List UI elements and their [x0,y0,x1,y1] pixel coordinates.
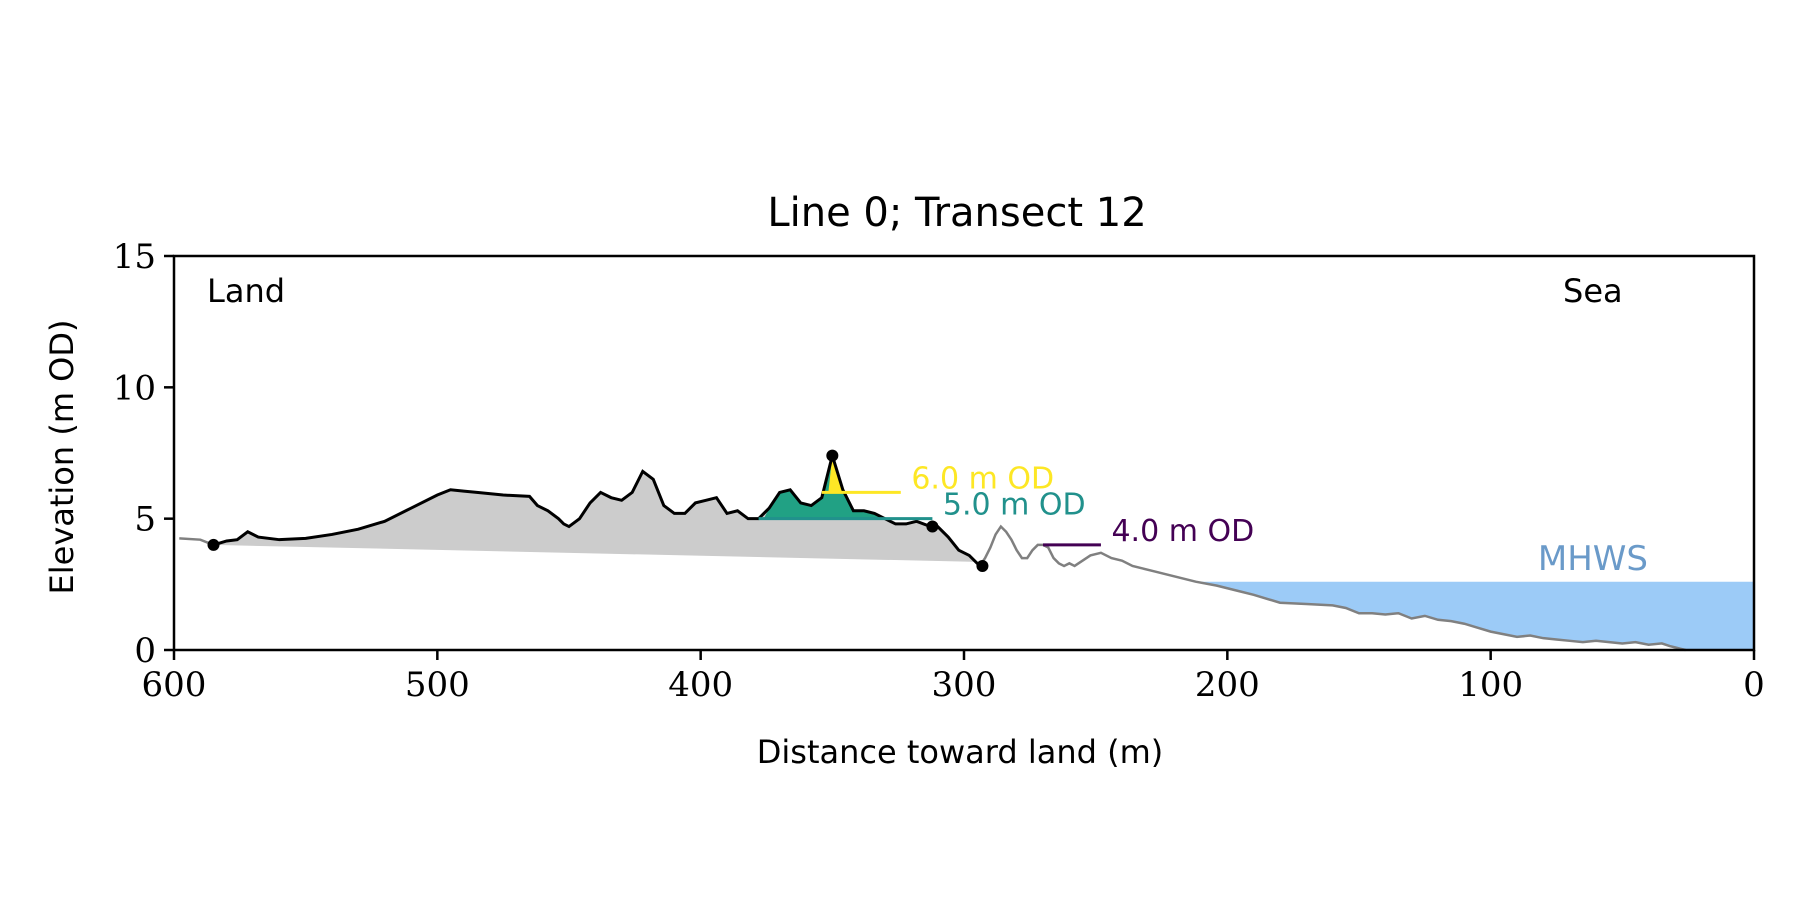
x-tick-label-0: 600 [142,665,207,705]
dune-point-2 [926,520,939,533]
dune-area-fill [213,455,983,566]
threshold-label-2: 4.0 m OD [1111,514,1254,549]
threshold-label-0: 6.0 m OD [911,461,1054,496]
x-tick-label-3: 300 [932,665,997,705]
threshold-label-1: 5.0 m OD [943,488,1086,523]
x-tick-label-4: 200 [1195,665,1260,705]
x-tick-label-1: 500 [405,665,470,705]
x-axis-label: Distance toward land (m) [757,733,1163,771]
x-tick-label-5: 100 [1458,665,1523,705]
dune-point-0 [207,538,220,551]
x-tick-label-6: 0 [1743,665,1765,705]
chart-title: Line 0; Transect 12 [767,190,1146,236]
y-axis-label: Elevation (m OD) [43,320,81,595]
y-tick-label-2: 10 [113,368,156,408]
y-tick-label-0: 0 [134,631,156,671]
mhws-fill [1195,581,1754,650]
threshold-fill-6m [828,455,843,493]
y-tick-label-3: 15 [113,237,156,277]
x-tick-label-2: 400 [668,665,733,705]
dune-point-1 [826,449,839,462]
y-tick-label-1: 5 [134,500,156,540]
mhws-label: MHWS [1538,539,1648,579]
profile-outside-sea [981,524,1686,652]
land-label: Land [207,272,285,310]
dune-point-3 [976,559,989,572]
sea-label: Sea [1563,272,1623,310]
